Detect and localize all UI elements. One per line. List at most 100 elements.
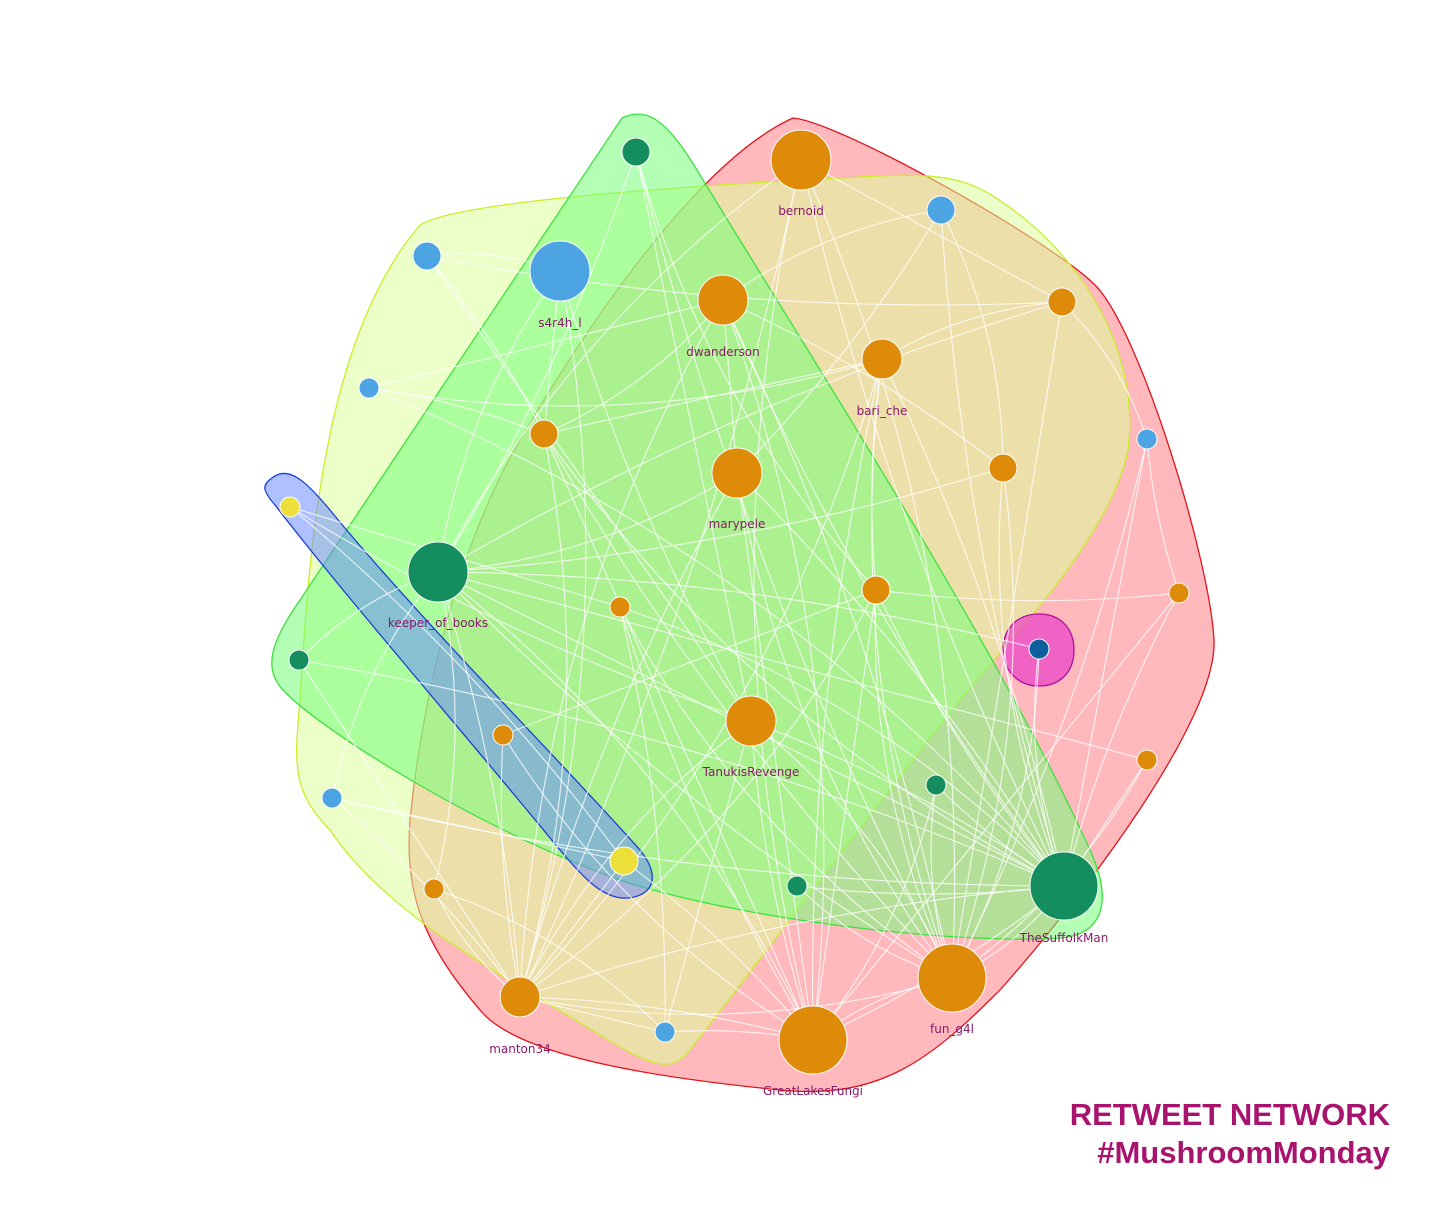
edge-o6-o5 bbox=[875, 589, 1180, 602]
node-y1[interactable] bbox=[279, 496, 301, 518]
node-o7[interactable] bbox=[1136, 749, 1158, 771]
node-TheSuffolkMan[interactable] bbox=[1029, 851, 1099, 921]
node-b4[interactable] bbox=[1136, 428, 1158, 450]
edge-g1-keeper_of_books bbox=[437, 151, 637, 573]
edge-marypele-GreatLakesFungi bbox=[736, 472, 814, 1041]
node-label-s4r4h_l: s4r4h_l bbox=[538, 316, 581, 330]
node-b3[interactable] bbox=[358, 377, 380, 399]
node-keeper_of_books[interactable] bbox=[407, 541, 469, 603]
edge-keeper_of_books-b5 bbox=[331, 571, 439, 799]
edge-dwanderson-b3 bbox=[368, 299, 724, 389]
node-g2[interactable] bbox=[288, 649, 310, 671]
node-o1[interactable] bbox=[529, 419, 559, 449]
edge-bernoid-o2 bbox=[800, 159, 1063, 303]
node-g3[interactable] bbox=[925, 774, 947, 796]
edge-o2-bari_che bbox=[881, 301, 1063, 360]
nodes bbox=[279, 129, 1190, 1075]
edge-bernoid-fun_g4l bbox=[800, 159, 956, 979]
edge-g2-TheSuffolkMan bbox=[298, 659, 1065, 887]
edge-b3-o1 bbox=[368, 387, 545, 435]
edge-o4-fun_g4l bbox=[619, 606, 953, 979]
node-label-keeper_of_books: keeper_of_books bbox=[388, 616, 488, 630]
edge-bernoid-manton34 bbox=[519, 159, 802, 998]
edge-b2-dwanderson bbox=[722, 209, 942, 301]
edge-b4-TheSuffolkMan bbox=[1063, 438, 1148, 887]
edge-b5-TheSuffolkMan bbox=[331, 797, 1065, 887]
edge-dwanderson-manton34 bbox=[519, 299, 724, 998]
edge-keeper_of_books-fun_g4l bbox=[437, 571, 953, 979]
edge-o5-manton34 bbox=[519, 589, 877, 998]
edge-o5-TheSuffolkMan bbox=[875, 589, 1065, 887]
node-o2[interactable] bbox=[1047, 287, 1077, 317]
node-o5[interactable] bbox=[861, 575, 891, 605]
node-g1[interactable] bbox=[621, 137, 651, 167]
node-s4r4h_l[interactable] bbox=[529, 240, 591, 302]
edge-bari_che-GreatLakesFungi bbox=[811, 358, 883, 1041]
edge-o5-o9 bbox=[502, 589, 877, 736]
node-dwanderson[interactable] bbox=[697, 274, 749, 326]
edge-dwanderson-GreatLakesFungi bbox=[722, 299, 825, 1041]
edge-o2-keeper_of_books bbox=[437, 301, 1063, 573]
node-label-bernoid: bernoid bbox=[778, 204, 824, 218]
node-b1[interactable] bbox=[412, 241, 442, 271]
node-TanukisRevenge[interactable] bbox=[725, 695, 777, 747]
node-GreatLakesFungi[interactable] bbox=[778, 1005, 848, 1075]
node-labels: bernoid s4r4h_l dwanderson bari_che marypele… bbox=[388, 204, 1109, 1098]
edge-o5-fun_g4l bbox=[874, 589, 953, 979]
edge-s4r4h_l-manton34 bbox=[519, 270, 587, 998]
node-o4[interactable] bbox=[609, 596, 631, 618]
node-marypele[interactable] bbox=[711, 447, 763, 499]
node-y2[interactable] bbox=[609, 846, 639, 876]
edge-bernoid-TheSuffolkMan bbox=[800, 159, 1065, 887]
edge-b3-TheSuffolkMan bbox=[368, 387, 1065, 887]
edge-TanukisRevenge-fun_g4l bbox=[750, 720, 953, 979]
node-b6[interactable] bbox=[654, 1021, 676, 1043]
edge-o1-TheSuffolkMan bbox=[543, 433, 1065, 887]
edge-o9-GreatLakesFungi bbox=[502, 734, 814, 1041]
edge-o2-fun_g4l bbox=[951, 301, 1063, 979]
node-label-GreatLakesFungi: GreatLakesFungi bbox=[763, 1084, 863, 1098]
edge-dwanderson-o1 bbox=[543, 299, 724, 435]
node-o3[interactable] bbox=[988, 453, 1018, 483]
edge-o5-GreatLakesFungi bbox=[812, 589, 877, 1041]
edge-fun_g4l-manton34 bbox=[519, 977, 953, 1015]
edge-keeper_of_books-o7 bbox=[437, 571, 1148, 761]
node-g4[interactable] bbox=[786, 875, 808, 897]
node-bari_che[interactable] bbox=[861, 338, 903, 380]
edge-b2-o3 bbox=[940, 209, 1004, 469]
edge-bari_che-fun_g4l bbox=[871, 358, 953, 979]
node-b5[interactable] bbox=[321, 787, 343, 809]
node-fun_g4l[interactable] bbox=[917, 943, 987, 1013]
node-db1[interactable] bbox=[1028, 638, 1050, 660]
node-b2[interactable] bbox=[926, 195, 956, 225]
edge-b4-o6 bbox=[1146, 438, 1180, 594]
node-o6[interactable] bbox=[1168, 582, 1190, 604]
title-line-2: #MushroomMonday bbox=[1097, 1135, 1390, 1170]
node-label-dwanderson: dwanderson bbox=[686, 345, 760, 359]
edge-b2-TheSuffolkMan bbox=[940, 209, 1065, 887]
node-label-bari_che: bari_che bbox=[857, 404, 908, 418]
edge-s4r4h_l-keeper_of_books bbox=[437, 270, 561, 573]
title-line-1: RETWEET NETWORK bbox=[1069, 1097, 1390, 1132]
edge-o4-b6 bbox=[619, 606, 666, 1033]
edge-bari_che-o5 bbox=[871, 358, 883, 591]
node-label-fun_g4l: fun_g4l bbox=[930, 1022, 974, 1036]
edge-marypele-keeper_of_books bbox=[437, 472, 738, 573]
community-hull-blue bbox=[264, 472, 653, 899]
edge-TanukisRevenge-GreatLakesFungi bbox=[750, 720, 814, 1041]
edge-dwanderson-o3 bbox=[722, 299, 1004, 469]
edge-keeper_of_books-o8 bbox=[433, 571, 456, 890]
node-manton34[interactable] bbox=[499, 976, 541, 1018]
edge-TheSuffolkMan-manton34 bbox=[519, 885, 1065, 998]
edge-g2-manton34 bbox=[298, 659, 521, 998]
node-o9[interactable] bbox=[492, 724, 514, 746]
edge-g3-GreatLakesFungi bbox=[812, 784, 937, 1041]
edge-marypele-fun_g4l bbox=[736, 472, 953, 979]
edge-g1-fun_g4l bbox=[635, 151, 953, 979]
title-block: RETWEET NETWORK #MushroomMonday bbox=[1070, 1096, 1390, 1172]
node-bernoid[interactable] bbox=[770, 129, 832, 191]
edge-o1-GreatLakesFungi bbox=[543, 433, 814, 1041]
edge-o9-manton34 bbox=[500, 734, 521, 998]
node-label-TheSuffolkMan: TheSuffolkMan bbox=[1019, 931, 1109, 945]
node-o8[interactable] bbox=[423, 878, 445, 900]
